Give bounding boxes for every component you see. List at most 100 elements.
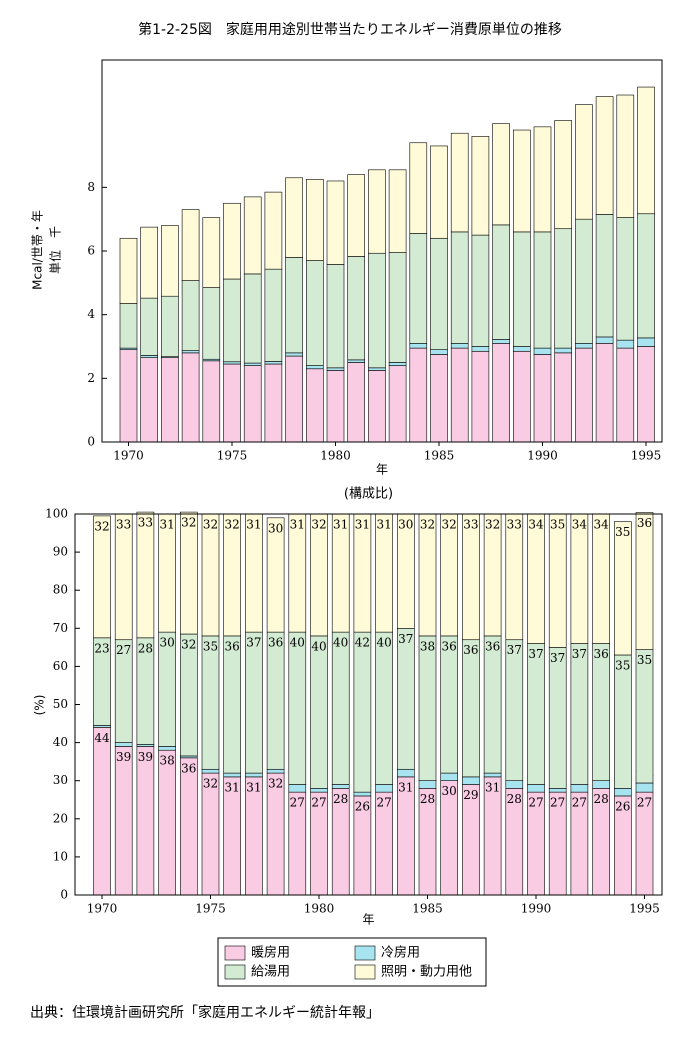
data-label: 34 (572, 518, 588, 532)
data-label: 35 (550, 518, 565, 532)
bar-segment (243, 273, 262, 364)
bar-segment (505, 780, 524, 789)
data-label: 27 (550, 796, 565, 810)
bar-segment (223, 635, 241, 774)
bar-segment (616, 339, 635, 349)
bar-segment (326, 264, 345, 369)
bar-segment (512, 346, 531, 352)
data-label: 27 (311, 796, 326, 810)
bar-segment (285, 352, 303, 357)
data-label: 31 (225, 780, 240, 794)
data-label: 32 (485, 518, 500, 532)
data-label: 32 (268, 777, 283, 791)
bar-segment (595, 336, 614, 344)
bar-segment (533, 126, 552, 233)
bar-segment (326, 180, 345, 265)
bar-segment (637, 346, 655, 443)
bar-segment (418, 513, 437, 637)
bar-segment (527, 784, 545, 793)
bar-segment (554, 228, 573, 349)
data-label: 32 (420, 518, 435, 532)
data-label: 29 (463, 788, 478, 802)
bar-segment (326, 370, 345, 443)
figure-title: 第1-2-25図 家庭用用途別世帯当たりエネルギー消費原単位の推移 (138, 21, 562, 38)
bar-segment (223, 361, 241, 365)
bar-segment (637, 337, 655, 347)
bar-segment (483, 772, 502, 778)
data-label: 26 (615, 799, 630, 813)
data-label: 32 (311, 518, 326, 532)
bar-segment (201, 768, 220, 774)
bar-segment (368, 252, 386, 369)
bar-segment (310, 635, 328, 789)
legend-swatch (354, 945, 376, 961)
bar-segment (223, 278, 241, 363)
data-label: 32 (203, 518, 218, 532)
bar-segment (592, 643, 610, 781)
bar-segment (505, 639, 524, 781)
bar-segment (161, 357, 179, 443)
bar-segment (554, 347, 573, 354)
bar-segment (595, 96, 614, 215)
bar-segment (285, 257, 303, 354)
data-label: 31 (376, 518, 391, 532)
data-label: 33 (507, 518, 522, 532)
bar-segment (396, 776, 415, 896)
bar-segment (114, 742, 133, 747)
bar-segment (430, 354, 448, 443)
data-label: 37 (398, 632, 413, 646)
bar-segment (245, 776, 263, 896)
bar-segment (462, 776, 480, 785)
bar-segment (388, 169, 407, 253)
legend-swatch (354, 964, 376, 980)
bar-segment (512, 350, 531, 443)
data-label: 37 (246, 636, 261, 650)
x-tick-label: 1995 (629, 902, 660, 916)
bar-segment (462, 513, 480, 641)
bar-segment (368, 370, 386, 443)
data-label: 28 (593, 792, 608, 806)
bar-segment (570, 784, 589, 793)
legend-label: 冷房用 (381, 945, 420, 961)
bar-segment (305, 365, 324, 370)
bar-segment (483, 635, 502, 774)
x-tick-label: 1980 (304, 902, 335, 916)
y-tick-label: 30 (53, 773, 68, 787)
data-label: 40 (290, 636, 305, 650)
bar-segment (310, 513, 328, 637)
data-label: 31 (290, 518, 305, 532)
data-label: 27 (376, 796, 391, 810)
bar-segment (375, 513, 393, 633)
legend-label: 照明・動力用他 (381, 965, 472, 980)
data-label: 27 (528, 796, 543, 810)
legend-label: 暖房用 (251, 945, 290, 961)
bar-segment (492, 343, 510, 443)
bar-segment (201, 513, 220, 637)
bar-segment (264, 268, 283, 362)
bar-segment (136, 746, 155, 896)
bar-segment (548, 788, 567, 793)
bar-segment (613, 521, 632, 656)
y-tick-label: 80 (53, 583, 68, 597)
bar-segment (409, 142, 428, 234)
data-label: 36 (593, 647, 608, 661)
y-tick-label: 40 (53, 735, 68, 749)
x-tick-label: 1980 (320, 449, 351, 463)
bar-segment (616, 94, 635, 218)
bar-segment (266, 517, 285, 633)
data-label: 37 (550, 651, 565, 665)
x-tick-label: 1995 (631, 449, 662, 463)
bar-segment (492, 224, 510, 340)
bar-segment (264, 361, 283, 365)
bar-segment (554, 120, 573, 230)
bar-segment (418, 780, 437, 789)
bar-segment (368, 367, 386, 371)
bar-segment (119, 303, 138, 349)
x-axis-label: 年 (362, 913, 374, 927)
x-tick-label: 1975 (195, 902, 226, 916)
bar-segment (430, 237, 448, 350)
bar-segment (375, 631, 393, 785)
bar-segment (471, 234, 490, 347)
data-label: 28 (138, 641, 153, 655)
bar-segment (637, 213, 655, 339)
